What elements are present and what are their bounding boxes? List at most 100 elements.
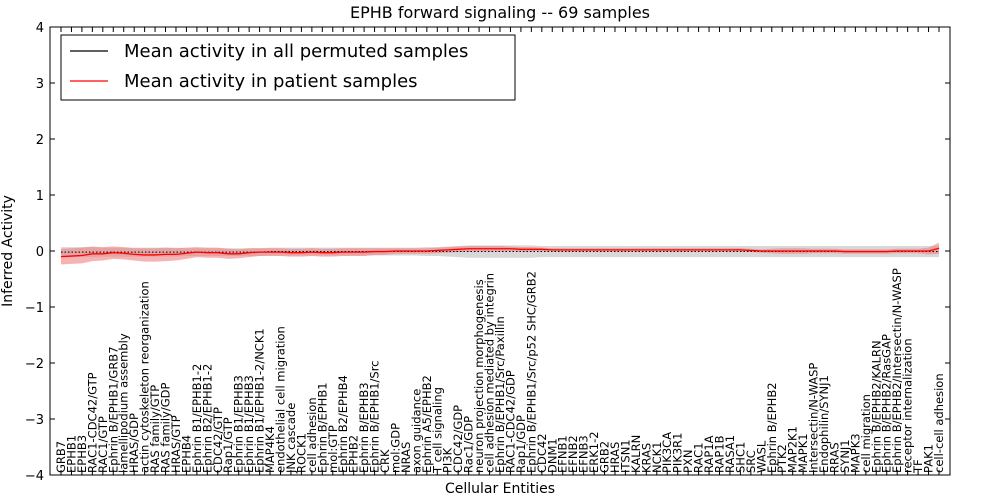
- x-category-label: MAPK3: [848, 433, 862, 473]
- legend-box: [60, 34, 516, 101]
- x-category-label: Ephrin B/EPHB1/Src: [368, 360, 382, 473]
- x-category-label: ROCK1: [294, 433, 308, 473]
- x-category-label: HRAS/GTP: [169, 415, 183, 473]
- legend: Mean activity in all permuted samples Me…: [60, 34, 516, 101]
- x-category-label: RAC1-CDC42/GTP: [85, 372, 99, 473]
- y-tick-label: 3: [36, 77, 44, 92]
- x-category-label: KRAS: [639, 443, 653, 473]
- x-category-label: RAS family/GTP: [148, 385, 162, 473]
- legend-label-patient: Mean activity in patient samples: [124, 71, 418, 92]
- x-category-label: MAPK1: [796, 433, 810, 473]
- x-category-label: ERK1-2: [587, 431, 601, 473]
- x-axis-ticks: GRB7EPHB1EPHB3RAC1-CDC42/GTPRAC1/GTPEphr…: [54, 27, 946, 475]
- y-tick-label: 4: [36, 21, 44, 36]
- x-category-label: Ephrin B/EPHB1: [315, 382, 329, 473]
- x-category-label: RRAS: [827, 442, 841, 473]
- x-category-label: HRAS/GDP: [127, 413, 141, 473]
- x-category-label: cell migration: [859, 394, 873, 473]
- x-axis-label: Cellular Entities: [445, 481, 555, 497]
- x-category-label: TF: [911, 459, 925, 474]
- x-category-label: SRC: [744, 450, 758, 473]
- x-category-label: EPHB1: [64, 435, 78, 473]
- x-category-label: PI3K: [441, 447, 455, 473]
- y-tick-label: −3: [25, 413, 44, 428]
- x-category-label: EPHB2: [347, 435, 361, 473]
- x-category-label: Ephrin B1/EPHB1-2/NCK1: [253, 328, 267, 473]
- x-category-label: Ephrin B/EPHB2/KALRN: [869, 340, 883, 473]
- x-category-label: axon guidance: [409, 389, 423, 473]
- x-category-label: RAP1A: [702, 435, 716, 473]
- x-category-label: GRB7: [54, 441, 68, 473]
- x-category-label: RAS family/GDP: [159, 383, 173, 473]
- x-category-label: WASL: [754, 440, 768, 473]
- x-category-label: Ephrin B1/EPHB3: [232, 375, 246, 473]
- x-category-label: SHC1: [733, 442, 747, 473]
- y-tick-label: 2: [36, 133, 44, 148]
- x-category-label: GRB2: [598, 441, 612, 473]
- x-category-label: SYNJ1: [838, 439, 852, 473]
- x-category-label: PIK3R1: [671, 432, 685, 473]
- x-category-label: DNM1: [545, 438, 559, 473]
- x-category-label: EPHB4: [179, 435, 193, 473]
- x-category-label: PTK2: [775, 444, 789, 473]
- x-category-label: Ephrin B1/EPHB1-2: [190, 364, 204, 473]
- x-category-label: PXN: [681, 450, 695, 473]
- x-category-label: mol:GTP: [326, 425, 340, 473]
- y-axis-label: Inferred Activity: [0, 195, 16, 307]
- series-lines: [60, 247, 940, 258]
- x-category-label: Rap1/GTP: [221, 417, 235, 473]
- x-category-label: endothelial cell migration: [274, 326, 288, 473]
- x-category-label: Intersectin/N-WASP: [807, 363, 821, 473]
- x-category-label: Ephrin B/EPHB1/Src/p52 SHC/GRB2: [524, 271, 538, 473]
- x-category-label: PIK3CA: [660, 432, 674, 473]
- chart-title: EPHB forward signaling -- 69 samples: [350, 3, 650, 22]
- x-category-label: Rac1/GDP: [462, 416, 476, 473]
- x-category-label: Ephrin B/EPHB3: [357, 382, 371, 473]
- x-category-label: MAP2K1: [786, 426, 800, 473]
- x-category-label: Ephrin B/EPHB1/Src/Paxillin: [493, 316, 507, 473]
- x-category-label: cell-cell adhesion: [932, 373, 946, 473]
- x-category-label: Ephrin B/EPHB1/GRB7: [106, 346, 120, 473]
- x-category-label: MAP4K4: [263, 426, 277, 473]
- x-category-label: EFNB1: [556, 435, 570, 473]
- x-category-label: Ephrin A5/EPHB2: [420, 375, 434, 473]
- y-tick-label: −2: [25, 357, 44, 372]
- x-category-label: RAC1/GTP: [96, 416, 110, 473]
- x-category-label: cell adhesion: [305, 397, 319, 473]
- x-category-label: RASA1: [723, 435, 737, 473]
- x-category-label: Ephrin B1/EPHB3: [242, 375, 256, 473]
- patient-mean-line: [60, 247, 940, 258]
- x-category-label: Ephrin B/EPHB2/RasGAP: [880, 334, 894, 473]
- y-tick-label: −4: [25, 469, 44, 484]
- x-category-label: Ephrin B/EPHB2: [765, 382, 779, 473]
- x-category-label: RAC1: [692, 442, 706, 473]
- x-category-label: CDC42/GDP: [451, 405, 465, 473]
- x-category-label: KALRN: [629, 435, 643, 473]
- x-category-label: Endophilin/SYNJ1: [817, 375, 831, 473]
- x-category-label: mol:GDP: [388, 423, 402, 473]
- x-category-label: NRAS: [399, 442, 413, 473]
- x-category-label: EFNB2: [566, 435, 580, 473]
- x-category-label: Ephrin B2/EPHB1-2: [200, 364, 214, 473]
- x-category-label: CDC42/GTP: [211, 407, 225, 473]
- x-category-label: RAC1-CDC42/GDP: [503, 370, 517, 473]
- x-category-label: ITSN1: [618, 439, 632, 473]
- x-category-label: PAK1: [922, 444, 936, 473]
- plot-frame: [49, 26, 951, 476]
- x-category-label: JNK cascade: [284, 403, 298, 474]
- legend-label-permuted: Mean activity in all permuted samples: [124, 41, 468, 62]
- y-tick-label: −1: [25, 301, 44, 316]
- x-category-label: CRK: [378, 449, 392, 473]
- y-tick-label: 0: [36, 245, 44, 260]
- y-tick-label: 1: [36, 189, 44, 204]
- x-category-label: receptor internalization: [901, 338, 915, 473]
- x-category-label: lamellipodium assembly: [117, 333, 131, 473]
- x-category-label: EPHB3: [75, 435, 89, 473]
- x-category-label: Ephrin B/EPHB2/Intersectin/N-WASP: [890, 268, 904, 473]
- x-category-label: actin cytoskeleton reorganization: [138, 281, 152, 473]
- x-category-label: HRAS: [608, 442, 622, 473]
- x-category-label: EFNB3: [577, 435, 591, 473]
- x-category-label: T cell signaling: [430, 387, 444, 474]
- x-category-label: NCK1: [650, 442, 664, 474]
